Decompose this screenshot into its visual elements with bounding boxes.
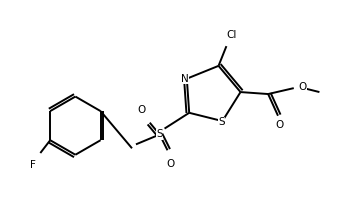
Text: O: O bbox=[166, 159, 175, 169]
Text: N: N bbox=[181, 74, 189, 84]
Text: S: S bbox=[156, 129, 163, 140]
Text: O: O bbox=[276, 120, 284, 130]
Text: O: O bbox=[138, 105, 146, 115]
Text: O: O bbox=[299, 82, 307, 92]
Text: F: F bbox=[29, 160, 35, 170]
Text: Cl: Cl bbox=[226, 30, 237, 40]
Text: S: S bbox=[218, 117, 225, 127]
